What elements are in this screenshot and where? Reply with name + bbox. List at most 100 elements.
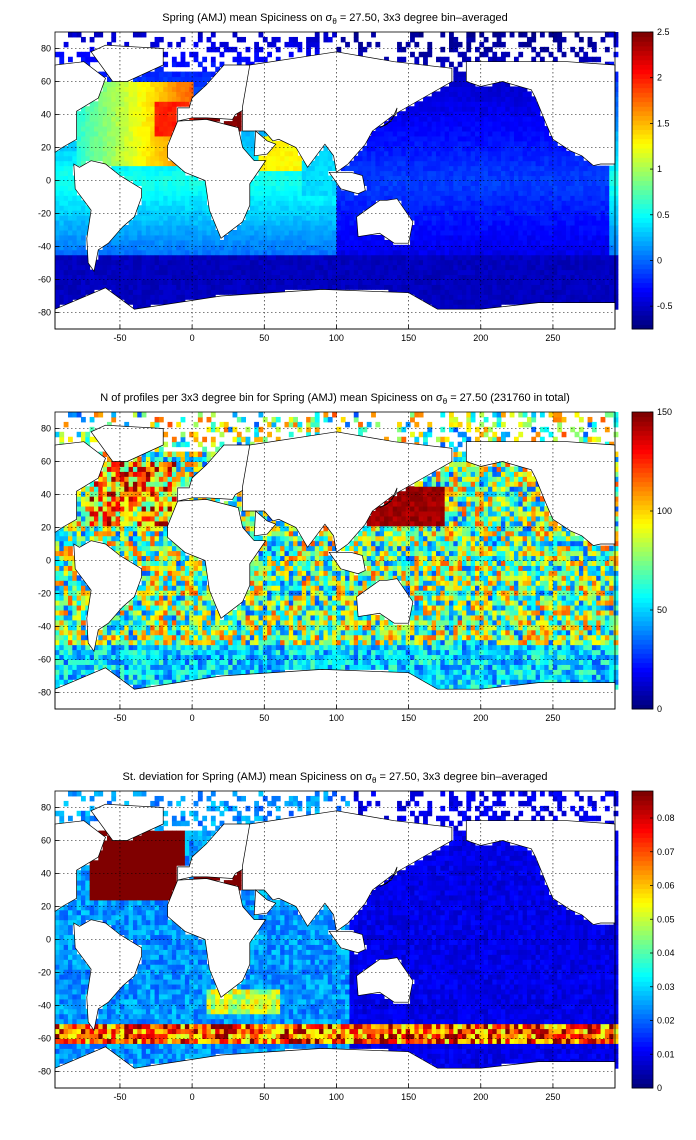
heatmap-cell (111, 126, 117, 132)
heatmap-cell (249, 239, 255, 246)
heatmap-cell (145, 131, 151, 137)
colorbar-step (632, 138, 653, 144)
heatmap-cell (397, 180, 402, 186)
heatmap-cell (487, 140, 493, 147)
heatmap-cell (314, 190, 320, 196)
heatmap-cell (258, 264, 264, 271)
heatmap-cell (500, 215, 506, 221)
heatmap-cell (613, 249, 619, 256)
heatmap-cell (440, 205, 446, 211)
heatmap-cell (254, 210, 260, 216)
heatmap-cell (154, 200, 160, 206)
heatmap-cell (89, 145, 95, 152)
heatmap-cell (418, 200, 424, 206)
heatmap-cell (410, 205, 415, 211)
heatmap-cell (267, 249, 272, 256)
heatmap-cell (466, 96, 472, 102)
heatmap-cell (102, 274, 108, 280)
heatmap-cell (548, 254, 554, 261)
heatmap-cell (449, 145, 454, 152)
heatmap-cell (518, 135, 524, 142)
heatmap-cell (353, 36, 359, 43)
heatmap-cell (336, 185, 342, 191)
heatmap-cell (85, 220, 91, 226)
heatmap-cell (462, 116, 467, 122)
heatmap-cell (492, 91, 498, 97)
heatmap-cell (236, 230, 242, 236)
heatmap-cell (115, 230, 121, 236)
heatmap-cell (591, 239, 597, 246)
heatmap-cell (384, 165, 389, 172)
heatmap-cell (284, 249, 290, 256)
heatmap-cell (280, 170, 285, 177)
heatmap-cell (462, 165, 467, 172)
heatmap-cell (392, 126, 398, 132)
heatmap-cell (197, 215, 203, 221)
heatmap-cell (509, 279, 515, 285)
colorbar-frame (631, 31, 654, 330)
heatmap-cell (106, 244, 112, 251)
heatmap-cell (414, 215, 420, 221)
heatmap-cell (132, 234, 138, 241)
heatmap-cell (111, 101, 117, 107)
heatmap-cell (496, 279, 502, 285)
heatmap-cell (124, 126, 130, 132)
heatmap-cell (301, 279, 307, 285)
heatmap-cell (453, 244, 459, 251)
heatmap-cell (55, 195, 60, 201)
heatmap-cell (509, 126, 515, 132)
heatmap-cell (184, 264, 190, 271)
heatmap-cell (340, 279, 346, 285)
heatmap-cell (306, 195, 311, 201)
heatmap-cell (466, 225, 472, 231)
heatmap-cell (414, 264, 420, 271)
heatmap-cell (80, 126, 86, 132)
heatmap-cell (479, 269, 485, 276)
heatmap-cell (591, 190, 597, 196)
heatmap-cell (63, 185, 69, 191)
heatmap-cell (375, 160, 381, 167)
heatmap-cell (85, 274, 91, 280)
heatmap-cell (565, 210, 571, 216)
heatmap-cell (440, 220, 446, 226)
heatmap-cell (401, 131, 407, 137)
heatmap-cell (280, 225, 285, 231)
heatmap-cell (89, 101, 95, 107)
heatmap-cell (150, 116, 156, 122)
heatmap-cell (371, 195, 376, 201)
heatmap-cell (76, 160, 82, 167)
heatmap-cell (63, 244, 69, 251)
heatmap-cell (596, 195, 602, 201)
heatmap-cell (552, 165, 558, 172)
heatmap-cell (63, 225, 69, 231)
heatmap-cell (98, 515, 104, 522)
heatmap-cell (59, 195, 65, 201)
heatmap-cell (154, 259, 160, 266)
heatmap-cell (418, 239, 424, 246)
heatmap-cell (67, 299, 73, 305)
heatmap-cell (613, 32, 619, 38)
heatmap-cell (522, 135, 528, 142)
heatmap-cell (358, 264, 363, 271)
heatmap-cell (275, 244, 281, 251)
heatmap-cell (418, 279, 424, 285)
heatmap-cell (189, 230, 195, 236)
heatmap-cell (548, 190, 554, 196)
heatmap-cell (449, 175, 454, 181)
heatmap-cell (531, 254, 537, 261)
heatmap-cell (565, 205, 571, 211)
heatmap-cell (85, 649, 91, 656)
heatmap-cell (137, 32, 143, 38)
heatmap-cell (59, 624, 65, 631)
heatmap-cell (596, 210, 602, 216)
heatmap-cell (85, 511, 91, 517)
heatmap-cell (366, 234, 372, 241)
heatmap-cell (535, 254, 541, 261)
heatmap-cell (150, 111, 156, 117)
heatmap-cell (180, 76, 186, 82)
heatmap-cell (249, 279, 255, 285)
heatmap-cell (613, 81, 619, 87)
heatmap-cell (154, 66, 160, 73)
heatmap-cell (609, 259, 615, 266)
heatmap-cell (137, 140, 143, 147)
